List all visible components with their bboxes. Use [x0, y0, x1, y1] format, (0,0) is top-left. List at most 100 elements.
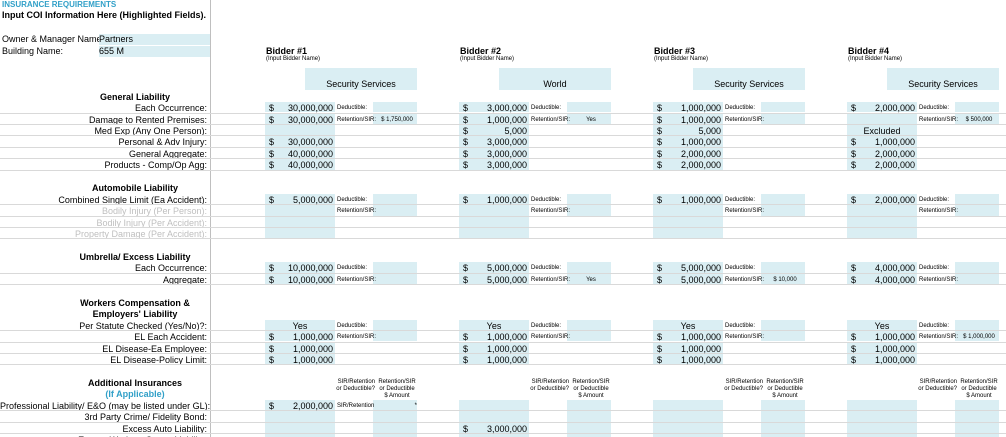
currency: $	[851, 160, 857, 171]
amount-cell	[847, 331, 917, 342]
row-line	[0, 272, 1006, 274]
row-line	[0, 146, 1006, 148]
amount-cell	[653, 319, 723, 331]
side-cell	[373, 422, 417, 434]
amount-cell	[459, 331, 529, 342]
side-label: Retention/SIR:	[919, 276, 959, 283]
currency: $	[269, 343, 275, 354]
amount-cell	[265, 434, 335, 437]
amount: 30,000,000	[287, 114, 333, 125]
currency: $	[463, 114, 469, 125]
amount-cell	[653, 159, 723, 170]
amount-cell	[265, 331, 335, 342]
amount-cell	[459, 399, 529, 411]
bidder-title: Bidder #4	[848, 45, 890, 56]
currency: $	[851, 354, 857, 365]
row-line	[0, 330, 1006, 332]
row-line	[0, 433, 1006, 435]
value-text: Yes	[292, 320, 308, 331]
amount-cell	[265, 319, 335, 331]
side-label: Retention/SIR:	[725, 334, 765, 341]
amount: 5,000,000	[486, 274, 527, 285]
amount-cell	[847, 319, 917, 331]
amount: 1,000,000	[874, 343, 915, 354]
column-header: SIR/Retention or Deductible?	[530, 378, 569, 392]
amount: 1,000,000	[680, 103, 721, 114]
amount-cell	[265, 147, 335, 159]
currency: $	[463, 343, 469, 354]
row-line	[0, 352, 1006, 354]
subtitle: Input COI Information Here (Highlighted …	[2, 10, 206, 21]
side-label: Deductible:	[531, 196, 562, 203]
amount-cell	[265, 411, 335, 422]
row-label: Excess Auto Liability:	[122, 423, 207, 434]
currency: $	[269, 137, 275, 148]
side-label: Retention/SIR:	[725, 276, 765, 283]
amount: 2,000,000	[680, 148, 721, 159]
column-header: Retention/SIR or Deductible $ Amount	[960, 378, 998, 399]
amount: 5,000,000	[292, 194, 333, 205]
row-label: Products - Comp/Op Agg:	[104, 160, 207, 171]
side-label: Retention/SIR:	[919, 208, 959, 215]
side-cell	[373, 331, 417, 342]
row-label: EL Disease-Ea Employee:	[102, 343, 207, 354]
amount-cell	[265, 399, 335, 411]
building-label: Building Name:	[2, 45, 64, 56]
amount: 2,000,000	[874, 148, 915, 159]
side-label: Retention/SIR:	[919, 116, 959, 123]
side-cell	[761, 205, 805, 216]
side-cell	[955, 422, 999, 434]
amount: 1,000,000	[680, 343, 721, 354]
amount: 1,000,000	[486, 354, 527, 365]
amount: 40,000,000	[287, 160, 333, 171]
amount-cell	[459, 113, 529, 124]
amount-cell	[847, 411, 917, 422]
bidder-hint: (Input Bidder Name)	[460, 56, 515, 63]
row-label: Personal & Adv Injury:	[118, 137, 207, 148]
side-cell	[955, 319, 999, 331]
row-line	[0, 123, 1006, 125]
side-cell	[373, 434, 417, 437]
currency: $	[269, 354, 275, 365]
row-label: Professional Liability/ E&O (may be list…	[0, 400, 211, 411]
amount-cell	[847, 102, 917, 113]
amount-cell	[847, 273, 917, 285]
side-cell	[761, 193, 805, 205]
bidder-title: Bidder #1	[266, 45, 308, 56]
section-title: Additional Insurances	[87, 377, 183, 388]
row-label: General Aggregate:	[128, 148, 207, 159]
side-label: Deductible:	[531, 105, 562, 112]
amount: 40,000,000	[287, 148, 333, 159]
row-label: EL Each Accident:	[134, 332, 207, 343]
bidder-name: World	[499, 67, 611, 90]
row-line	[0, 421, 1006, 423]
side-label: Deductible:	[725, 196, 756, 203]
amount-cell	[653, 147, 723, 159]
amount: 4,000,000	[874, 274, 915, 285]
row-label: Property Damage (Per Accident):	[74, 229, 207, 239]
currency: $	[657, 354, 663, 365]
side-cell	[567, 319, 611, 331]
column-header: SIR/Retention or Deductible?	[336, 378, 375, 392]
row-line	[0, 204, 1006, 206]
amount-cell	[847, 228, 917, 239]
currency: $	[657, 114, 663, 125]
amount-cell	[265, 136, 335, 147]
amount: 3,000,000	[486, 103, 527, 114]
amount: 5,000,000	[680, 274, 721, 285]
row-line	[0, 169, 1006, 171]
side-label: Retention/SIR:	[919, 334, 959, 341]
row-line	[0, 158, 1006, 160]
side-label: Deductible:	[919, 322, 950, 329]
amount: 2,000,000	[874, 194, 915, 205]
currency: $	[463, 354, 469, 365]
amount-cell	[847, 193, 917, 205]
amount-cell	[459, 193, 529, 205]
side-value: *	[414, 402, 417, 409]
amount-cell	[653, 273, 723, 285]
currency: $	[269, 263, 275, 274]
row-label: 3rd Party Crime/ Fidelity Bond:	[84, 412, 207, 423]
side-label: Retention/SIR:	[337, 276, 377, 283]
owner-label: Owner & Manager Name:	[2, 34, 105, 45]
currency: $	[657, 194, 663, 205]
